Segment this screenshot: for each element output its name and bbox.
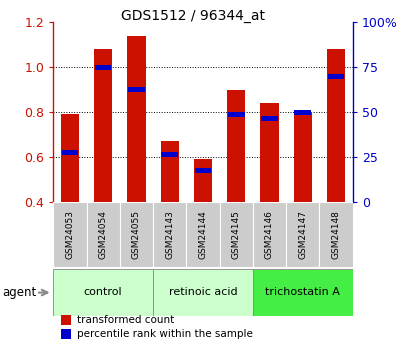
Text: GSM24146: GSM24146: [264, 210, 273, 259]
Bar: [252, 269, 352, 316]
Bar: [128, 87, 144, 92]
Bar: [186, 202, 219, 267]
Text: GSM24054: GSM24054: [99, 210, 108, 259]
Text: GDS1512 / 96344_at: GDS1512 / 96344_at: [120, 9, 264, 23]
Bar: [327, 74, 344, 79]
Bar: [194, 168, 211, 173]
Text: retinoic acid: retinoic acid: [168, 287, 237, 297]
Bar: [86, 202, 119, 267]
Bar: [227, 90, 245, 202]
Bar: [219, 202, 252, 267]
Bar: [53, 202, 86, 267]
Text: GSM24145: GSM24145: [231, 210, 240, 259]
Text: GSM24144: GSM24144: [198, 210, 207, 259]
Bar: [94, 65, 111, 70]
Bar: [153, 202, 186, 267]
Bar: [260, 103, 278, 202]
Bar: [319, 202, 352, 267]
Bar: [160, 141, 178, 202]
Bar: [285, 202, 319, 267]
Text: GSM24148: GSM24148: [330, 210, 339, 259]
Bar: [153, 269, 252, 316]
Bar: [61, 114, 79, 202]
Bar: [293, 112, 311, 202]
Bar: [294, 110, 310, 115]
Bar: [61, 150, 78, 155]
Text: control: control: [84, 287, 122, 297]
Text: GSM24053: GSM24053: [65, 210, 74, 259]
Text: GSM24143: GSM24143: [165, 210, 174, 259]
Bar: [193, 159, 211, 202]
Bar: [119, 202, 153, 267]
Bar: [261, 116, 277, 121]
Bar: [53, 269, 153, 316]
Bar: [94, 49, 112, 202]
Bar: [127, 36, 145, 202]
Bar: [326, 49, 344, 202]
Text: agent: agent: [2, 286, 36, 299]
Text: GSM24147: GSM24147: [297, 210, 306, 259]
Text: transformed count: transformed count: [76, 315, 173, 325]
Bar: [227, 112, 244, 117]
Bar: [161, 152, 178, 157]
Text: GSM24055: GSM24055: [132, 210, 141, 259]
Text: trichostatin A: trichostatin A: [265, 287, 339, 297]
Bar: [252, 202, 285, 267]
Text: percentile rank within the sample: percentile rank within the sample: [76, 329, 252, 339]
